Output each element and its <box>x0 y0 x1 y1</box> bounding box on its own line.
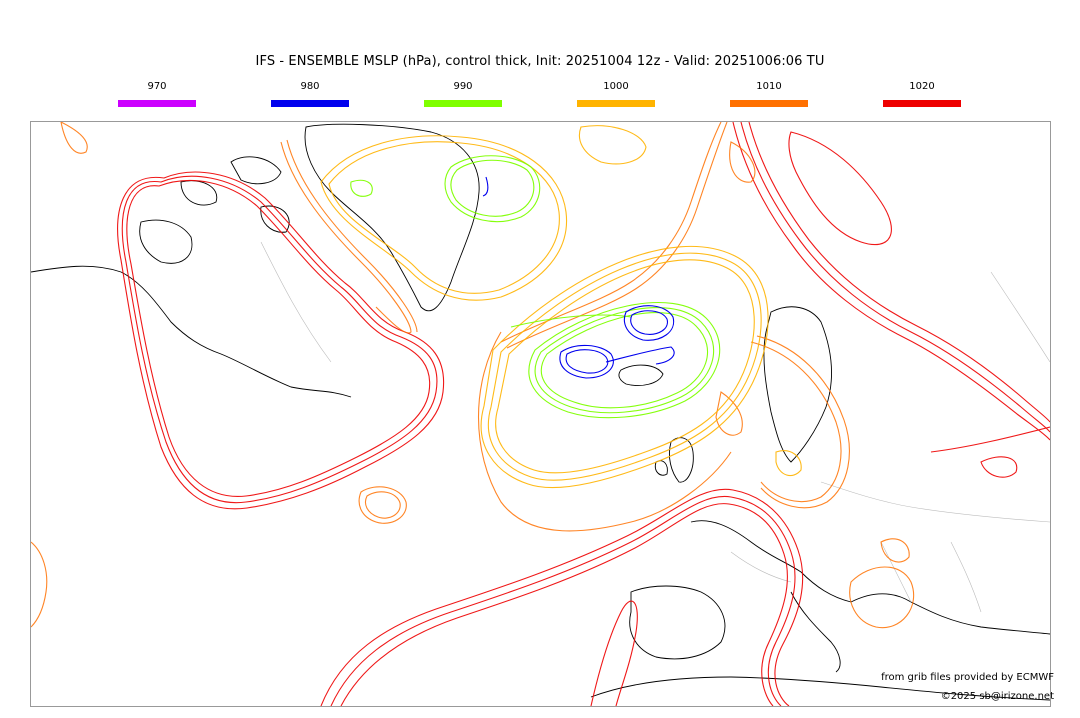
isobar-line-1020 <box>121 175 438 504</box>
map-canvas <box>31 122 1050 706</box>
isobar-line-1010 <box>280 141 412 334</box>
isobar-line-980 <box>482 176 489 197</box>
isobar-line-990 <box>528 301 721 419</box>
isobar-line-1020 <box>117 171 445 510</box>
isobar-line-980 <box>623 305 675 341</box>
legend-item-1010: 1010 <box>730 80 808 107</box>
coastline-british-isles <box>654 437 694 483</box>
border-line <box>990 271 1050 363</box>
isobar-line-1020 <box>788 131 892 246</box>
coastline-greenland <box>304 123 480 312</box>
legend-label: 990 <box>453 81 473 92</box>
coastline-europe <box>690 520 1050 635</box>
border-line <box>880 541 912 603</box>
isobar-legend: 970 980 990 1000 1010 1020 <box>0 80 1080 112</box>
legend-swatch <box>271 100 349 107</box>
legend-item-1020: 1020 <box>883 80 961 107</box>
isobar-line-1020 <box>590 600 638 706</box>
legend-item-1000: 1000 <box>577 80 655 107</box>
isobar-line-1010 <box>60 122 88 154</box>
legend-label: 1020 <box>909 81 935 92</box>
legend-swatch <box>118 100 196 107</box>
isobar-line-1000 <box>328 141 560 294</box>
coastline-iberia <box>629 585 726 660</box>
isobar-line-1020 <box>732 122 1050 441</box>
legend-item-990: 990 <box>424 80 502 107</box>
isobar-line-1010 <box>849 566 915 629</box>
isobar-line-1020 <box>126 180 431 497</box>
isobar-1000 <box>320 125 802 489</box>
isobar-line-1020 <box>320 488 804 706</box>
isobar-line-1010 <box>31 541 48 628</box>
isobar-line-1020 <box>340 503 788 706</box>
chart-title: IFS - ENSEMBLE MSLP (hPa), control thick… <box>255 54 825 69</box>
coastline-hudson <box>139 219 193 264</box>
border-line <box>950 541 982 613</box>
coastline-italy <box>790 591 841 673</box>
isobar-map <box>30 121 1051 707</box>
isobar-1020 <box>117 122 1050 706</box>
isobar-line-980 <box>630 310 668 335</box>
legend-label: 1000 <box>603 81 629 92</box>
isobar-line-1010 <box>286 139 418 333</box>
coastlines <box>31 123 1050 701</box>
isobar-line-1010 <box>729 141 756 183</box>
isobar-line-990 <box>450 159 535 217</box>
coastline-north-america <box>31 265 352 398</box>
isobar-line-1010 <box>358 486 407 524</box>
isobar-line-1000 <box>578 125 647 165</box>
isobar-line-1010 <box>506 122 728 349</box>
legend-swatch <box>883 100 961 107</box>
isobar-line-1010 <box>880 538 910 563</box>
isobar-line-990 <box>350 179 373 197</box>
data-source-credit: from grib files provided by ECMWF <box>881 672 1054 683</box>
legend-label: 980 <box>300 81 320 92</box>
isobar-line-1010 <box>500 122 722 343</box>
isobar-line-1010 <box>750 341 842 503</box>
isobar-line-990 <box>540 312 708 409</box>
isobar-line-1020 <box>930 426 1050 453</box>
isobar-line-1010 <box>477 331 732 532</box>
isobar-line-980 <box>605 346 675 365</box>
isobar-line-980 <box>559 344 614 379</box>
legend-label: 970 <box>147 81 167 92</box>
copyright-credit: ©2025 sb@irizone.net <box>940 691 1054 702</box>
isobar-line-1020 <box>748 122 1050 423</box>
coastline-north-africa <box>590 676 1050 701</box>
isobar-line-1010 <box>756 335 850 509</box>
isobar-line-990 <box>444 155 541 223</box>
isobar-line-990 <box>534 307 715 414</box>
isobar-line-1000 <box>480 245 769 489</box>
isobar-line-980 <box>565 349 609 374</box>
border-line <box>820 481 1050 523</box>
isobar-line-1000 <box>495 259 755 474</box>
country-borders <box>260 241 1050 613</box>
border-line <box>260 241 332 363</box>
legend-item-970: 970 <box>118 80 196 107</box>
isobar-990 <box>350 155 721 419</box>
legend-label: 1010 <box>756 81 782 92</box>
isobar-line-1000 <box>487 252 762 481</box>
legend-swatch <box>730 100 808 107</box>
isobar-line-1000 <box>320 135 568 301</box>
coastline-iceland <box>618 364 664 386</box>
border-line <box>730 551 792 583</box>
coastline-scandinavia <box>763 306 832 463</box>
coastline-arctic-islands <box>180 156 290 233</box>
isobar-line-1020 <box>740 122 1050 433</box>
isobar-line-1020 <box>980 456 1018 478</box>
isobar-line-1000 <box>775 450 802 477</box>
legend-item-980: 980 <box>271 80 349 107</box>
isobar-line-990 <box>510 314 632 328</box>
legend-swatch <box>577 100 655 107</box>
isobar-line-1010 <box>364 491 401 519</box>
isobar-980 <box>482 176 675 379</box>
isobar-line-1020 <box>330 495 796 706</box>
legend-swatch <box>424 100 502 107</box>
